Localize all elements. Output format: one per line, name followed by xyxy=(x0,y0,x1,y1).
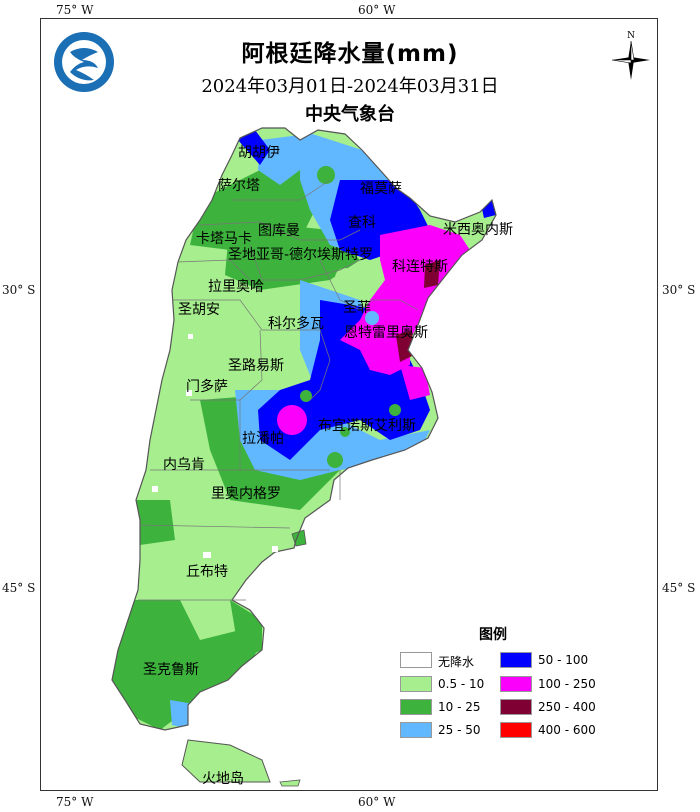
place-lapampa: 拉潘帕 xyxy=(242,431,284,447)
cma-logo xyxy=(54,32,114,92)
map-frame xyxy=(40,18,658,791)
place-salta: 萨尔塔 xyxy=(218,178,260,194)
place-neuquen: 内乌肯 xyxy=(163,457,205,473)
legend-swatch xyxy=(400,722,432,738)
lat-label-left-45: 45° S xyxy=(2,581,36,595)
legend-label: 25 - 50 xyxy=(438,723,481,737)
place-entrerios: 恩特雷里奥斯 xyxy=(344,325,428,341)
map-title: 阿根廷降水量(mm) xyxy=(241,41,459,67)
lat-label-right-30: 30° S xyxy=(662,283,696,297)
legend-title: 图例 xyxy=(479,627,507,643)
place-misiones: 米西奥内斯 xyxy=(443,222,513,238)
tierra-del-fuego-shape xyxy=(181,739,271,783)
legend-swatch xyxy=(500,699,532,715)
province-boundaries xyxy=(138,179,419,601)
date-range: 2024年03月01日-2024年03月31日 xyxy=(201,76,499,97)
lon-label-bottom-right: 60° W xyxy=(358,795,396,809)
place-sanjuan: 圣胡安 xyxy=(178,302,220,318)
place-formosa: 福莫萨 xyxy=(360,181,402,197)
north-label: N xyxy=(627,31,635,41)
place-corrientes: 科连特斯 xyxy=(392,259,448,275)
place-chaco: 查科 xyxy=(348,215,376,231)
no-precip-spots xyxy=(152,334,278,558)
legend-label: 0.5 - 10 xyxy=(438,677,485,691)
agency-name: 中央气象台 xyxy=(305,104,395,125)
legend-label: 10 - 25 xyxy=(438,700,481,714)
place-santafe: 圣菲 xyxy=(343,300,371,316)
legend-swatch xyxy=(400,652,432,668)
place-jujuy: 胡胡伊 xyxy=(238,145,280,161)
lon-label-top-left: 75° W xyxy=(56,3,94,17)
lon-label-bottom-left: 75° W xyxy=(56,795,94,809)
legend-label: 100 - 250 xyxy=(538,677,596,691)
place-chubut: 丘布特 xyxy=(186,564,228,580)
lat-label-right-45: 45° S xyxy=(662,581,696,595)
place-rionegro: 里奥内格罗 xyxy=(211,486,281,502)
legend-label: 400 - 600 xyxy=(538,723,596,737)
place-mendoza: 门多萨 xyxy=(186,379,228,395)
legend-swatch xyxy=(500,652,532,668)
legend-swatch xyxy=(500,676,532,692)
legend-swatch xyxy=(400,699,432,715)
legend-label: 250 - 400 xyxy=(538,700,596,714)
legend: 图例 无降水 0.5 - 10 10 - 25 25 - 50 50 - 100… xyxy=(398,624,598,744)
place-sanluis: 圣路易斯 xyxy=(228,358,284,374)
place-catamarca: 卡塔马卡 xyxy=(196,231,252,247)
lat-label-left-30: 30° S xyxy=(2,283,36,297)
legend-swatch xyxy=(500,722,532,738)
north-arrow-icon: N xyxy=(611,31,650,80)
place-tucuman: 图库曼 xyxy=(258,223,300,239)
legend-label: 无降水 xyxy=(438,655,475,669)
place-cordoba: 科尔多瓦 xyxy=(268,316,324,332)
lon-label-top-right: 60° W xyxy=(358,3,396,17)
place-santiago: 圣地亚哥-德尔埃斯特罗 xyxy=(228,247,374,263)
place-larioja: 拉里奥哈 xyxy=(208,279,264,295)
legend-swatch xyxy=(400,676,432,692)
place-santacruz: 圣克鲁斯 xyxy=(143,662,199,678)
legend-label: 50 - 100 xyxy=(538,653,589,667)
staten-island-shape xyxy=(279,779,301,787)
place-buenosaires: 布宜诺斯艾利斯 xyxy=(318,418,416,434)
place-tierradelfuego: 火地岛 xyxy=(202,771,244,787)
